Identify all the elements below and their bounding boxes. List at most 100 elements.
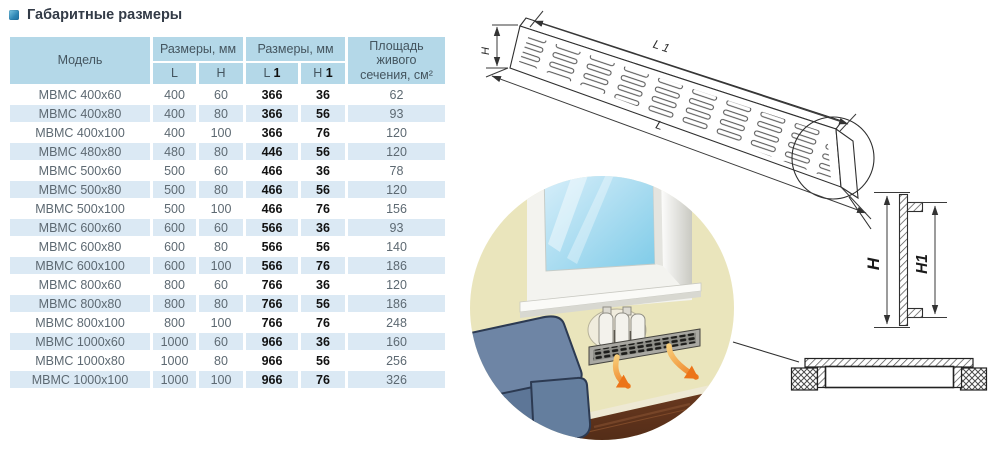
table-row: МВМС 500x100 500 100 466 76 156 bbox=[10, 200, 445, 217]
cell-area: 93 bbox=[348, 105, 445, 122]
cell-area: 140 bbox=[386, 239, 407, 254]
cell-area: 120 bbox=[386, 125, 407, 140]
dimensions-table: Модель Размеры, мм Размеры, мм Площадь ж… bbox=[7, 35, 448, 390]
col-header-h: H bbox=[199, 63, 243, 84]
cell-model: МВМС 500x80 bbox=[10, 181, 150, 198]
table-row: МВМС 500x80 500 80 466 56 120 bbox=[10, 181, 445, 198]
cell-area: 120 bbox=[348, 143, 445, 160]
cell-area: 156 bbox=[386, 201, 407, 216]
cell-area: 160 bbox=[348, 333, 445, 350]
table-row: МВМС 800x60 800 60 766 36 120 bbox=[10, 276, 445, 293]
technical-drawings: H L 1 L bbox=[470, 10, 988, 440]
window bbox=[519, 176, 702, 318]
table-row: МВМС 600x80 600 80 566 56 140 bbox=[10, 238, 445, 255]
table-row: МВМС 1000x60 1000 60 966 36 160 bbox=[10, 333, 445, 350]
dimension-label-l1: L 1 bbox=[651, 37, 671, 56]
cell-l: 1000 bbox=[160, 353, 189, 368]
cell-area: 120 bbox=[348, 181, 445, 198]
cell-l1: 366 bbox=[261, 87, 283, 102]
cell-area: 78 bbox=[389, 163, 404, 178]
cell-h1: 36 bbox=[316, 277, 330, 292]
cell-h: 80 bbox=[214, 239, 228, 254]
dimension-label-h-perspective: H bbox=[480, 47, 492, 55]
cell-l: 500 bbox=[153, 181, 196, 198]
cell-h: 100 bbox=[210, 315, 232, 330]
cell-model: МВМС 600x60 bbox=[10, 219, 150, 236]
cell-l: 600 bbox=[164, 239, 185, 254]
cross-section-drawing bbox=[790, 357, 988, 391]
cell-h: 100 bbox=[199, 371, 243, 388]
cell-h1: 36 bbox=[301, 333, 345, 350]
col-header-h1: H 1 bbox=[301, 63, 345, 84]
table-row: МВМС 600x100 600 100 566 76 186 bbox=[10, 257, 445, 274]
cell-l1: 466 bbox=[246, 181, 298, 198]
cell-h1: 76 bbox=[301, 257, 345, 274]
cell-l: 400 bbox=[164, 87, 185, 102]
cell-h1: 56 bbox=[301, 105, 345, 122]
cell-l1: 366 bbox=[261, 125, 283, 140]
cell-l1: 366 bbox=[246, 105, 298, 122]
cell-l: 400 bbox=[164, 125, 185, 140]
cell-h1: 56 bbox=[301, 295, 345, 312]
table-row: МВМС 800x100 800 100 766 76 248 bbox=[10, 314, 445, 331]
cell-area: 248 bbox=[386, 315, 407, 330]
cell-l1: 966 bbox=[261, 353, 283, 368]
cell-l1: 566 bbox=[246, 219, 298, 236]
cell-l1: 766 bbox=[261, 315, 283, 330]
cell-l1: 966 bbox=[246, 333, 298, 350]
cell-h: 60 bbox=[199, 219, 243, 236]
table-row: МВМС 480x80 480 80 446 56 120 bbox=[10, 143, 445, 160]
cell-h1: 36 bbox=[316, 163, 330, 178]
section-header: Габаритные размеры bbox=[9, 7, 182, 23]
col-header-area: Площадь живого сечения, см² bbox=[348, 37, 445, 84]
cell-l: 800 bbox=[164, 315, 185, 330]
cell-h1: 36 bbox=[301, 219, 345, 236]
cell-l1: 766 bbox=[246, 295, 298, 312]
detail-leader-line bbox=[848, 196, 872, 230]
cell-h1: 56 bbox=[316, 239, 330, 254]
table-row: МВМС 1000x80 1000 80 966 56 256 bbox=[10, 352, 445, 369]
cell-model: МВМС 480x80 bbox=[10, 143, 150, 160]
cell-model: МВМС 1000x100 bbox=[10, 371, 150, 388]
col-header-l: L bbox=[153, 63, 196, 84]
cell-model: МВМС 800x100 bbox=[35, 315, 125, 330]
cell-h: 60 bbox=[199, 333, 243, 350]
cell-h: 80 bbox=[214, 353, 228, 368]
cell-model: МВМС 400x80 bbox=[10, 105, 150, 122]
cell-h: 60 bbox=[214, 163, 228, 178]
dimension-label-h-profile: H bbox=[864, 257, 883, 270]
cell-h: 80 bbox=[199, 295, 243, 312]
cell-h1: 76 bbox=[316, 315, 330, 330]
table-row: МВМС 600x60 600 60 566 36 93 bbox=[10, 219, 445, 236]
cell-h: 60 bbox=[214, 87, 228, 102]
col-header-model: Модель bbox=[10, 37, 150, 84]
cell-h: 100 bbox=[199, 257, 243, 274]
table-row: МВМС 800x80 800 80 766 56 186 bbox=[10, 295, 445, 312]
baseboard bbox=[582, 379, 734, 421]
cell-h: 100 bbox=[210, 201, 232, 216]
cell-l1: 766 bbox=[261, 277, 283, 292]
cell-model: МВМС 800x80 bbox=[10, 295, 150, 312]
cell-model: МВМС 600x80 bbox=[38, 239, 122, 254]
cell-l1: 566 bbox=[246, 257, 298, 274]
cell-h1: 56 bbox=[316, 353, 330, 368]
cell-h1: 76 bbox=[316, 201, 330, 216]
cell-l: 1000 bbox=[153, 333, 196, 350]
cell-model: МВМС 500x60 bbox=[38, 163, 122, 178]
cell-model: МВМС 1000x80 bbox=[35, 353, 125, 368]
cell-l: 800 bbox=[153, 295, 196, 312]
cell-model: МВМС 600x100 bbox=[10, 257, 150, 274]
illustration-leader-line bbox=[732, 341, 800, 363]
cell-l: 480 bbox=[153, 143, 196, 160]
cell-h1: 76 bbox=[316, 125, 330, 140]
cell-h1: 56 bbox=[301, 143, 345, 160]
cell-l: 800 bbox=[164, 277, 185, 292]
cell-l1: 466 bbox=[261, 163, 283, 178]
cell-h1: 36 bbox=[316, 87, 330, 102]
table-row: МВМС 1000x100 1000 100 966 76 326 bbox=[10, 371, 445, 388]
cell-h1: 56 bbox=[301, 181, 345, 198]
page-title: Габаритные размеры bbox=[27, 7, 183, 23]
table-row: МВМС 400x100 400 100 366 76 120 bbox=[10, 124, 445, 141]
cell-area: 62 bbox=[389, 87, 404, 102]
cell-l: 600 bbox=[153, 257, 196, 274]
